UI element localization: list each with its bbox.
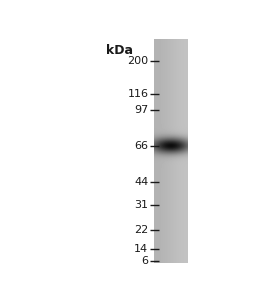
Text: 66: 66 — [134, 141, 149, 151]
Text: 44: 44 — [134, 177, 148, 187]
Text: 14: 14 — [134, 244, 149, 254]
Text: 200: 200 — [127, 56, 149, 66]
Text: 97: 97 — [134, 105, 148, 115]
Text: 116: 116 — [127, 89, 149, 99]
Text: 6: 6 — [141, 256, 149, 266]
Text: 31: 31 — [134, 200, 149, 210]
Text: kDa: kDa — [106, 44, 133, 57]
Text: 22: 22 — [134, 225, 148, 235]
